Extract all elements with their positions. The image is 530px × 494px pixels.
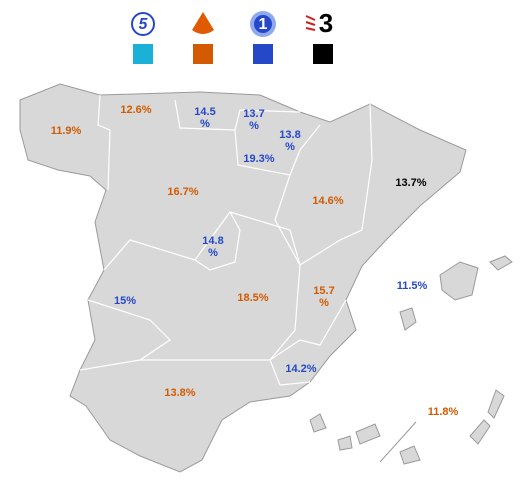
region-label: 13.7% [395, 177, 426, 189]
logo-ring [131, 12, 155, 36]
mallorca [439, 261, 479, 301]
canary-separator [379, 421, 417, 463]
region-border [194, 211, 241, 271]
canary-island [355, 423, 381, 445]
canary-island [309, 413, 327, 433]
region-label: 13.7% [243, 108, 264, 132]
menorca [489, 255, 513, 271]
region-label: 14.5% [194, 106, 215, 130]
label-line: 14.5 [194, 106, 215, 118]
region-label: 14.8% [202, 235, 223, 259]
region-label: 14.6% [312, 195, 343, 207]
region-border [103, 211, 301, 361]
region-label: 14.2% [285, 363, 316, 375]
mainland [19, 83, 467, 473]
region-label: 16.7% [167, 186, 198, 198]
canary-island [487, 389, 505, 419]
legend-swatch [313, 44, 333, 64]
region-label: 11.5% [397, 280, 428, 292]
logo-text: 3 [319, 8, 333, 38]
label-line: % [319, 297, 329, 309]
spain-map [19, 83, 513, 473]
region-label: 13.8% [164, 387, 195, 399]
label-line: % [200, 118, 210, 130]
region-border [140, 299, 347, 361]
ibiza [399, 307, 417, 331]
region-label: 15% [114, 295, 136, 307]
legend-swatch [193, 44, 213, 64]
region-label: 19.3% [243, 153, 274, 165]
label-line: % [285, 141, 295, 153]
logo-stripes [305, 15, 316, 31]
label-line: % [249, 120, 259, 132]
logo-disc [254, 15, 272, 33]
label-line: 13.7 [243, 108, 264, 120]
canary-island [469, 419, 491, 445]
region-label: 12.6% [120, 104, 151, 116]
region-border [97, 94, 111, 191]
logo-text: 5 [139, 16, 149, 33]
logo-text: 1 [259, 16, 268, 33]
logo-antena3 [192, 12, 214, 34]
canary-island [337, 435, 353, 451]
region-border [79, 299, 171, 371]
label-line: 15.7 [313, 285, 334, 297]
legend-swatch [253, 44, 273, 64]
region-label: 11.8% [428, 406, 459, 418]
region-border [269, 359, 311, 386]
legend-swatch [133, 44, 153, 64]
label-line: % [208, 247, 218, 259]
region-label: 13.8% [279, 129, 300, 153]
region-label: 15.7% [313, 285, 334, 309]
region-label: 11.9% [51, 125, 82, 137]
label-line: 14.8 [202, 235, 223, 247]
canary-island [399, 445, 421, 465]
label-line: 13.8 [279, 129, 300, 141]
region-label: 18.5% [237, 292, 268, 304]
